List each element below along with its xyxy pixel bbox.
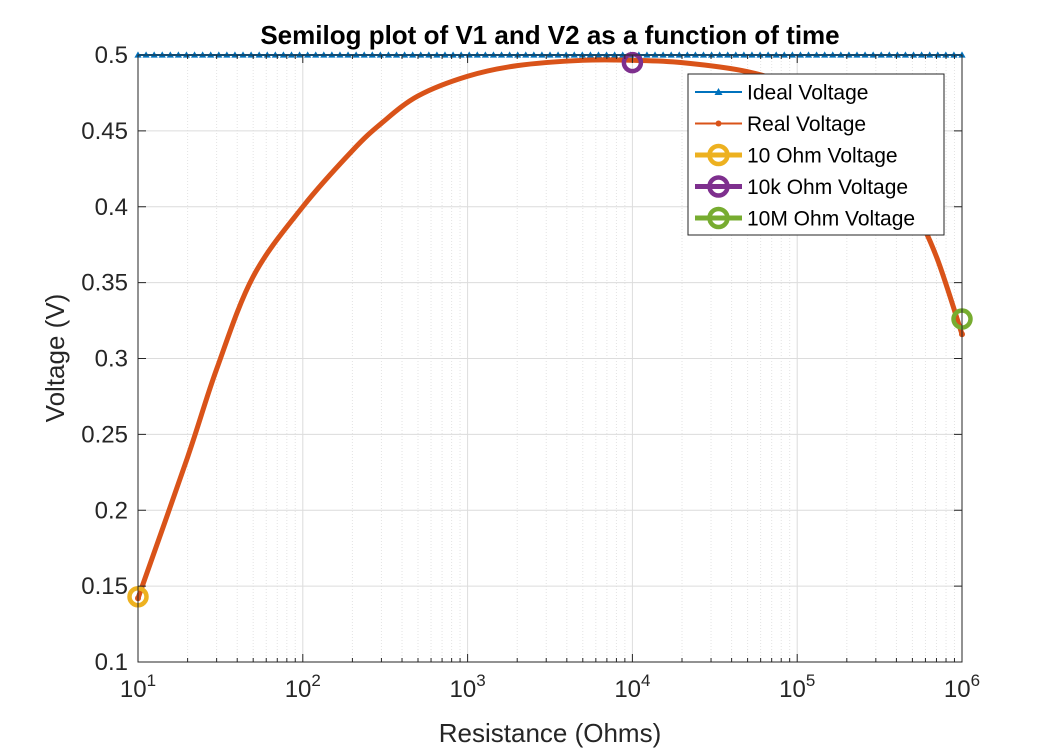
x-axis-label: Resistance (Ohms) — [439, 718, 662, 748]
chart-title: Semilog plot of V1 and V2 as a function … — [260, 20, 839, 50]
legend-label: 10 Ohm Voltage — [747, 145, 898, 168]
x-tick-label: 103 — [450, 671, 486, 703]
y-tick-label: 0.2 — [95, 497, 128, 524]
legend-label: Ideal Voltage — [747, 82, 868, 105]
legend-circle-marker — [707, 206, 730, 230]
tick-labels: 101 102 103 104 105 1060.10.150.20.250.30.350… — [81, 42, 980, 703]
legend-triangle-marker — [714, 88, 723, 95]
legend-entry: 10 Ohm Voltage — [695, 143, 898, 168]
x-tick-label: 105 — [779, 671, 815, 703]
y-tick-label: 0.25 — [81, 421, 128, 448]
legend-circle-marker — [707, 143, 730, 167]
y-tick-label: 0.45 — [81, 118, 128, 145]
x-tick-label-exponent: 5 — [806, 671, 815, 690]
legend-label: 10k Ohm Voltage — [747, 176, 908, 199]
legend-label: Real Voltage — [747, 113, 866, 136]
x-tick-label-base: 10 — [944, 676, 971, 703]
y-tick-label: 0.4 — [95, 194, 128, 221]
x-tick-label-exponent: 1 — [147, 671, 156, 690]
y-tick-label: 0.15 — [81, 573, 128, 600]
legend-dot-marker — [715, 120, 722, 127]
highlight-marker — [621, 51, 644, 74]
x-tick-label: 101 — [120, 671, 156, 703]
legend-entry: 10M Ohm Voltage — [695, 206, 915, 231]
legend-entries: Ideal Voltage Real Voltage 10 Ohm Voltage 1… — [695, 82, 915, 231]
x-tick-label-base: 10 — [120, 676, 147, 703]
x-tick-label-base: 10 — [285, 676, 312, 703]
y-tick-label: 0.35 — [81, 270, 128, 297]
y-tick-label: 0.1 — [95, 649, 128, 676]
x-tick-label-exponent: 6 — [971, 671, 980, 690]
x-tick-label: 104 — [614, 671, 650, 703]
axis-ticks — [137, 54, 963, 663]
legend-entry: 10k Ohm Voltage — [695, 175, 908, 199]
y-axis-label: Voltage (V) — [40, 294, 70, 423]
x-tick-label-exponent: 2 — [311, 671, 320, 690]
y-tick-label: 0.3 — [95, 346, 128, 373]
x-tick-label-base: 10 — [450, 676, 477, 703]
legend-circle-marker — [707, 175, 730, 198]
legend: Ideal Voltage Real Voltage 10 Ohm Voltage 1… — [687, 73, 945, 236]
series-10k-ohm-voltage — [621, 51, 644, 74]
x-tick-label-exponent: 4 — [641, 671, 650, 690]
legend-entry: Ideal Voltage — [695, 82, 868, 105]
y-tick-label: 0.5 — [95, 42, 128, 69]
x-tick-label-base: 10 — [614, 676, 641, 703]
legend-label: 10M Ohm Voltage — [747, 208, 915, 231]
x-tick-label: 106 — [944, 671, 980, 703]
x-tick-label-exponent: 3 — [476, 671, 485, 690]
legend-entry: Real Voltage — [695, 113, 866, 136]
x-tick-label: 102 — [285, 671, 321, 703]
x-tick-label-base: 10 — [779, 676, 806, 703]
